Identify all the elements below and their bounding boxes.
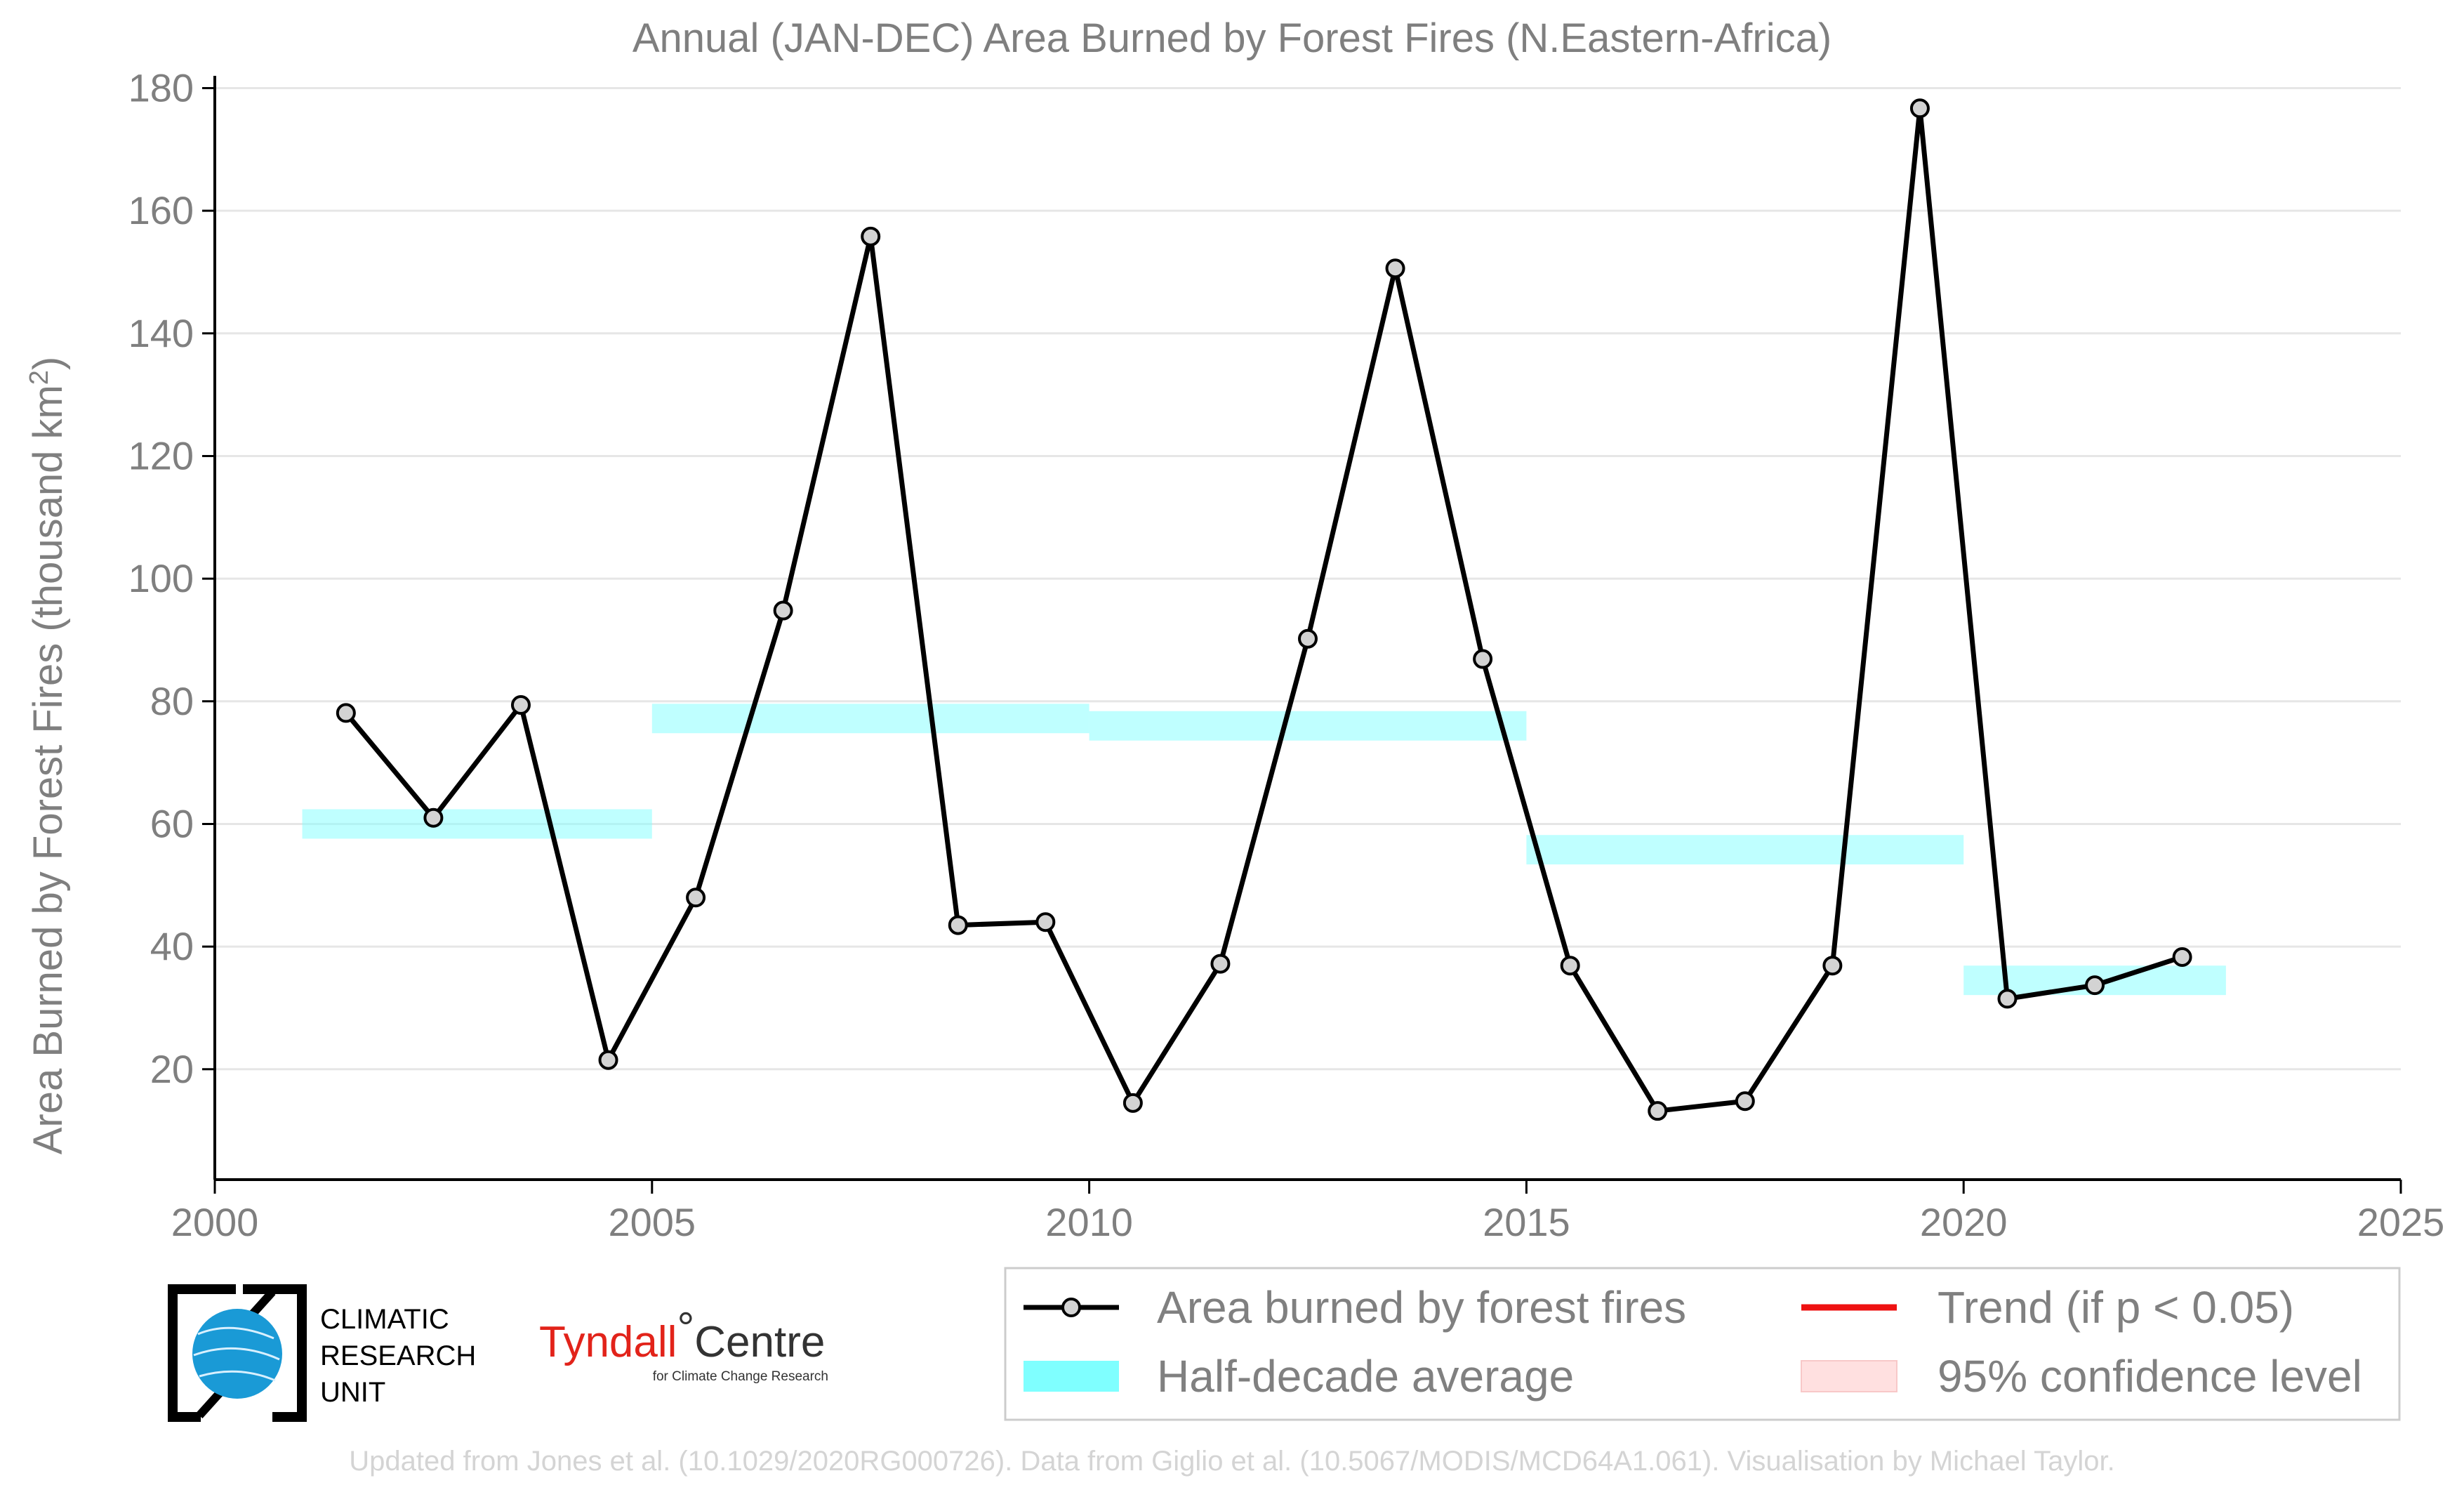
globe-swirl-2 (193, 1347, 280, 1361)
y-tick-label-40: 40 (150, 924, 194, 968)
tyndall-name: Tyndall (539, 1318, 677, 1366)
series-layer (336, 98, 2192, 1121)
data-point-5 (686, 888, 706, 908)
svg-text:Tyndall°Centre: Tyndall°Centre (539, 1304, 825, 1366)
data-point-6 (773, 600, 793, 621)
y-tick-labels: 20 40 60 80 100 120 140 160 180 (128, 65, 194, 1090)
data-point-1 (336, 703, 356, 723)
globe-swirl-3 (199, 1370, 276, 1382)
series-line-1 (344, 105, 2183, 1114)
legend-band-icon (1024, 1361, 1119, 1392)
y-tick-label-20: 20 (150, 1047, 194, 1091)
half-decade-band-3 (1089, 711, 1527, 741)
data-point-10 (1122, 1093, 1143, 1113)
y-tick-label-100: 100 (128, 556, 194, 600)
data-point-13 (1385, 258, 1405, 279)
globe-icon (192, 1309, 282, 1399)
legend-frame (1004, 1267, 2401, 1421)
y-axis-label-close: ) (25, 357, 71, 370)
data-point-12 (1298, 628, 1318, 649)
cru-text-line3: UNIT (320, 1377, 385, 1408)
half-decade-band-2 (651, 704, 1089, 734)
y-tick-label-180: 180 (128, 65, 194, 110)
legend-confidence-icon (1801, 1360, 1897, 1392)
data-point-22 (2172, 947, 2192, 967)
x-tick-label-2020: 2020 (1920, 1200, 2008, 1244)
x-tick-labels: 2000 2005 2010 2015 2020 2025 (171, 1200, 2445, 1244)
legend-label-half-decade: Half-decade average (1157, 1351, 1574, 1402)
data-point-9 (1035, 912, 1056, 932)
half-decade-band-1 (302, 809, 652, 839)
data-point-7 (861, 226, 881, 246)
tyndall-logo: Tyndall°Centre for Climate Change Resear… (539, 1304, 828, 1384)
data-point-3 (510, 695, 531, 715)
data-point-20 (1997, 989, 2018, 1009)
cru-text-line2: RESEARCH (320, 1340, 476, 1371)
x-tick-label-2025: 2025 (2357, 1200, 2445, 1244)
tyndall-degree: ° (677, 1304, 694, 1352)
credit-text: Updated from Jones et al. (10.1029/2020R… (349, 1446, 2114, 1477)
legend-marker-icon (1061, 1298, 1081, 1317)
y-axis-label-superscript: 2 (25, 370, 54, 385)
cru-frame-right (243, 1284, 307, 1422)
tyndall-centre: Centre (694, 1318, 825, 1366)
axes (202, 76, 2402, 1194)
data-point-16 (1648, 1101, 1668, 1121)
cru-text-line1: CLIMATIC (320, 1304, 449, 1335)
y-tick-label-60: 60 (150, 801, 194, 845)
x-tick-label-2015: 2015 (1483, 1200, 1570, 1244)
data-point-14 (1473, 649, 1493, 669)
y-axis-label: Area Burned by Forest Fires (thousand km… (25, 357, 71, 1155)
y-tick-label-80: 80 (150, 679, 194, 723)
data-point-4 (598, 1050, 618, 1070)
data-point-19 (1909, 98, 1930, 119)
data-point-21 (2085, 975, 2105, 996)
y-tick-label-120: 120 (128, 433, 194, 477)
legend: Area burned by forest fires Half-decade … (1004, 1267, 2401, 1421)
data-point-2 (423, 807, 444, 828)
legend-label-trend: Trend (if p < 0.05) (1938, 1282, 2294, 1333)
data-point-11 (1210, 954, 1231, 974)
y-tick-label-140: 140 (128, 311, 194, 355)
data-point-18 (1822, 956, 1843, 976)
x-tick-label-2000: 2000 (171, 1200, 259, 1244)
y-tick-label-160: 160 (128, 188, 194, 232)
cru-frame-left (168, 1284, 236, 1422)
half-decade-band-4 (1526, 835, 1964, 865)
data-point-17 (1735, 1091, 1755, 1112)
cru-logo: CLIMATIC RESEARCH UNIT (168, 1284, 476, 1422)
x-tick-label-2010: 2010 (1045, 1200, 1133, 1244)
globe-swirl-1 (197, 1326, 274, 1340)
data-point-15 (1560, 956, 1580, 976)
chart-title: Annual (JAN-DEC) Area Burned by Forest F… (632, 15, 1832, 61)
y-axis-label-main: Area Burned by Forest Fires (thousand km (25, 385, 71, 1154)
data-point-8 (948, 915, 968, 935)
legend-label-confidence: 95% confidence level (1938, 1351, 2362, 1402)
tyndall-subtitle: for Climate Change Research (653, 1369, 828, 1384)
x-tick-label-2005: 2005 (609, 1200, 696, 1244)
legend-label-area: Area burned by forest fires (1157, 1282, 1686, 1333)
